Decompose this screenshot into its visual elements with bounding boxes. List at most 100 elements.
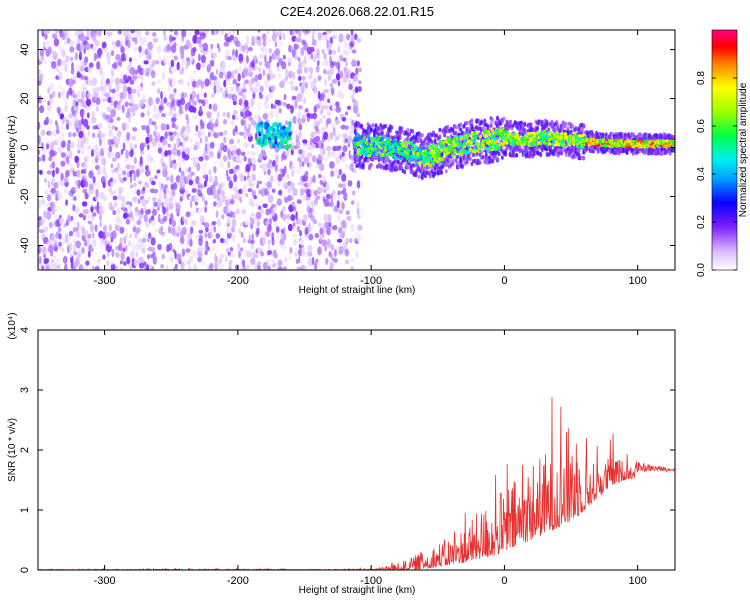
heatmap-cell: [126, 256, 131, 265]
heatmap-cell: [130, 66, 136, 76]
heatmap-cell: [209, 141, 215, 149]
heatmap-cell: [157, 147, 163, 154]
heatmap-cell: [350, 266, 354, 270]
heatmap-cell: [115, 126, 118, 131]
heatmap-cell: [335, 119, 341, 125]
heatmap-cell: [531, 127, 535, 133]
heatmap-cell: [135, 251, 139, 258]
heatmap-cell: [39, 49, 44, 57]
heatmap-cell: [176, 212, 180, 217]
heatmap-cell: [211, 30, 215, 36]
heatmap-cell: [115, 151, 121, 159]
heatmap-cell: [157, 198, 162, 207]
heatmap-cell: [326, 145, 332, 152]
heatmap-cell: [230, 119, 235, 126]
heatmap-cell: [94, 164, 100, 170]
heatmap-cell: [251, 182, 255, 188]
heatmap-cell: [141, 247, 146, 254]
heatmap-cell: [268, 67, 272, 76]
heatmap-cell: [51, 259, 55, 263]
heatmap-cell: [256, 88, 260, 93]
heatmap-cell: [356, 151, 360, 156]
heatmap-cell: [443, 133, 447, 138]
heatmap-cell: [192, 249, 198, 258]
heatmap-cell: [422, 142, 426, 148]
heatmap-cell: [282, 177, 286, 184]
heatmap-cell: [212, 53, 218, 58]
heatmap-cell: [244, 42, 248, 50]
heatmap-cell: [58, 46, 64, 52]
heatmap-cell: [282, 266, 287, 270]
heatmap-cell: [139, 67, 144, 76]
heatmap-cell: [278, 122, 282, 127]
heatmap-cell: [132, 196, 138, 203]
heatmap-cell: [171, 188, 176, 196]
heatmap-cell: [300, 238, 304, 246]
heatmap-cells: [38, 30, 675, 270]
heatmap-cell: [417, 174, 421, 179]
heatmap-cell: [168, 110, 173, 117]
heatmap-cell: [188, 166, 191, 173]
heatmap-cell: [238, 65, 243, 73]
heatmap-cell: [460, 163, 464, 168]
heatmap-cell: [129, 169, 136, 174]
heatmap-cell: [83, 230, 89, 238]
heatmap-cell: [227, 30, 231, 38]
heatmap-cell: [170, 174, 174, 184]
heatmap-cell: [57, 71, 63, 81]
heatmap-cell: [264, 54, 267, 63]
heatmap-cell: [119, 237, 123, 245]
heatmap-cell: [482, 133, 486, 138]
heatmap-cell: [336, 238, 343, 243]
heatmap-cell: [355, 250, 359, 259]
heatmap-cell: [288, 70, 293, 79]
heatmap-cell: [428, 163, 432, 167]
heatmap-cell: [43, 147, 47, 155]
heatmap-cell: [267, 250, 273, 255]
heatmap-cell: [147, 110, 150, 117]
heatmap-cell: [250, 150, 256, 157]
heatmap-cell: [358, 80, 362, 85]
heatmap-cell: [240, 231, 244, 239]
heatmap-cell: [224, 129, 228, 136]
heatmap-cell: [123, 261, 127, 266]
heatmap-cell: [167, 83, 171, 92]
heatmap-cell: [42, 226, 49, 233]
heatmap-cell: [38, 245, 41, 254]
heatmap-cell: [400, 151, 404, 156]
heatmap-cell: [404, 144, 408, 149]
heatmap-cell: [51, 177, 55, 184]
heatmap-cell: [43, 253, 46, 259]
heatmap-cell: [448, 137, 452, 141]
heatmap-cell: [119, 70, 124, 78]
heatmap-cell: [259, 85, 264, 93]
heatmap-cell: [281, 213, 287, 221]
heatmap-cell: [301, 81, 306, 89]
heatmap-cell: [620, 132, 624, 137]
heatmap-cell: [222, 111, 227, 118]
heatmap-cell: [171, 36, 176, 41]
heatmap-cell: [196, 93, 200, 102]
heatmap-cell: [344, 248, 350, 257]
heatmap-cell: [112, 210, 117, 216]
heatmap-cell: [61, 247, 65, 253]
heatmap-cell: [237, 73, 241, 82]
heatmap-cell: [307, 251, 313, 257]
heatmap-cell: [385, 136, 389, 141]
heatmap-cell: [48, 131, 52, 136]
heatmap-cell: [484, 152, 488, 157]
heatmap-cell: [39, 105, 45, 114]
heatmap-cell: [294, 99, 298, 109]
heatmap-cell: [42, 217, 47, 224]
heatmap-cell: [248, 116, 254, 121]
heatmap-cell: [271, 258, 275, 264]
heatmap-cell: [68, 230, 74, 237]
heatmap-cell: [99, 201, 102, 209]
heatmap-cell: [307, 244, 313, 253]
heatmap-cell: [126, 131, 131, 141]
heatmap-cell: [192, 106, 197, 113]
heatmap-cell: [228, 259, 233, 268]
heatmap-cell: [481, 155, 485, 160]
heatmap-cell: [74, 155, 79, 163]
heatmap-cell: [111, 125, 117, 130]
